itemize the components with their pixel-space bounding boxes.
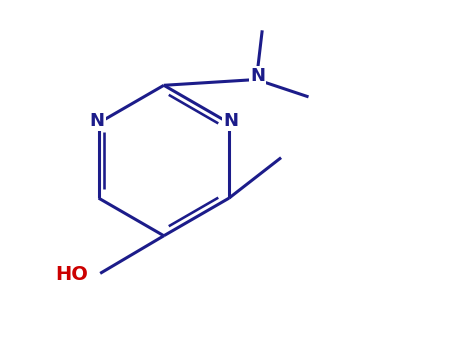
Text: N: N	[90, 112, 105, 130]
Text: HO: HO	[56, 265, 89, 284]
Text: N: N	[250, 67, 265, 85]
Text: N: N	[223, 112, 238, 130]
